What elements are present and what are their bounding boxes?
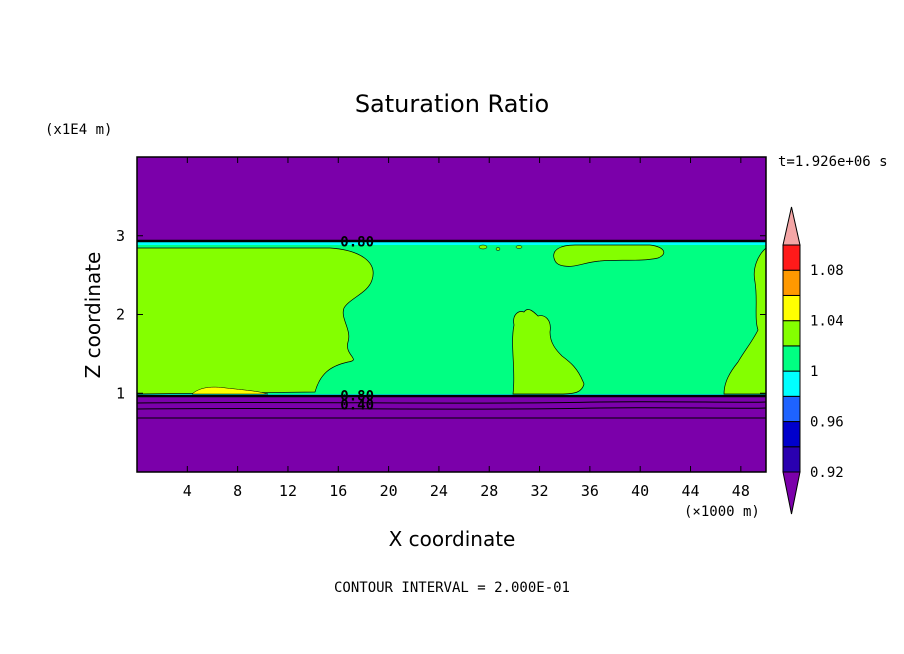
lime-region-middle bbox=[512, 309, 585, 395]
x-tick-label: 32 bbox=[531, 482, 549, 500]
colorbar-label: 1 bbox=[810, 364, 818, 380]
x-axis-label: X coordinate bbox=[389, 527, 516, 551]
colorbar-label: 0.92 bbox=[810, 465, 844, 481]
contour-line-lower bbox=[137, 407, 766, 410]
x-unit-label: (×1000 m) bbox=[684, 504, 760, 520]
x-tick-label: 40 bbox=[631, 482, 649, 500]
colorbar-swatch bbox=[782, 294, 801, 322]
lime-region-right bbox=[723, 247, 766, 395]
y-tick-label: 1 bbox=[116, 384, 125, 402]
yellow-patch bbox=[191, 386, 269, 395]
colorbar-swatch bbox=[782, 421, 801, 448]
contour-label: 0.80 bbox=[340, 389, 374, 405]
y-unit-label: (x1E4 m) bbox=[45, 122, 112, 138]
x-tick-label: 48 bbox=[732, 482, 750, 500]
contour-line-lower bbox=[137, 401, 766, 404]
cloud-top-edge bbox=[137, 242, 766, 245]
colorbar-swatch bbox=[782, 345, 801, 372]
x-tick-label: 4 bbox=[183, 482, 192, 500]
colorbar-label: 1.04 bbox=[810, 314, 844, 330]
x-tick-label: 8 bbox=[233, 482, 242, 500]
lime-region-top bbox=[553, 244, 665, 267]
colorbar-swatch bbox=[782, 269, 801, 296]
colorbar: 1.08 1.04 1 0.96 0.92 bbox=[782, 206, 844, 515]
colorbar-swatch bbox=[782, 370, 801, 397]
x-tick-label: 16 bbox=[329, 482, 347, 500]
colorbar-label: 1.08 bbox=[810, 263, 844, 279]
colorbar-swatch bbox=[782, 320, 801, 347]
y-tick-label: 3 bbox=[116, 227, 125, 245]
x-axis: 4 8 12 16 20 24 28 32 36 40 44 48 bbox=[183, 157, 750, 500]
lime-speck bbox=[515, 245, 523, 249]
colorbar-label: 0.96 bbox=[810, 415, 844, 431]
x-tick-label: 12 bbox=[279, 482, 297, 500]
colorbar-swatch-max bbox=[782, 206, 801, 246]
lime-speck bbox=[478, 244, 488, 250]
lime-speck bbox=[495, 247, 501, 251]
colorbar-swatch bbox=[782, 395, 801, 423]
y-axis-label: Z coordinate bbox=[81, 252, 105, 379]
lime-region-left bbox=[137, 247, 374, 395]
contour-label: 0.80 bbox=[340, 234, 374, 250]
x-tick-label: 44 bbox=[681, 482, 699, 500]
x-tick-label: 20 bbox=[380, 482, 398, 500]
colorbar-swatch bbox=[782, 446, 801, 473]
time-label: t=1.926e+06 s bbox=[778, 154, 888, 170]
colorbar-swatch-min bbox=[782, 471, 801, 515]
x-tick-label: 36 bbox=[581, 482, 599, 500]
y-axis: 1 2 3 bbox=[116, 227, 766, 402]
plot-area: 0.800.800.40 bbox=[136, 156, 767, 473]
x-tick-label: 28 bbox=[480, 482, 498, 500]
y-tick-label: 2 bbox=[116, 306, 125, 324]
contour-interval: CONTOUR INTERVAL = 2.000E-01 bbox=[334, 580, 570, 596]
contour-label: 0.40 bbox=[340, 397, 374, 413]
chart-title: Saturation Ratio bbox=[355, 90, 549, 118]
colorbar-swatch bbox=[782, 244, 801, 271]
contour-labels: 0.800.800.40 bbox=[340, 234, 374, 413]
x-tick-label: 24 bbox=[430, 482, 448, 500]
